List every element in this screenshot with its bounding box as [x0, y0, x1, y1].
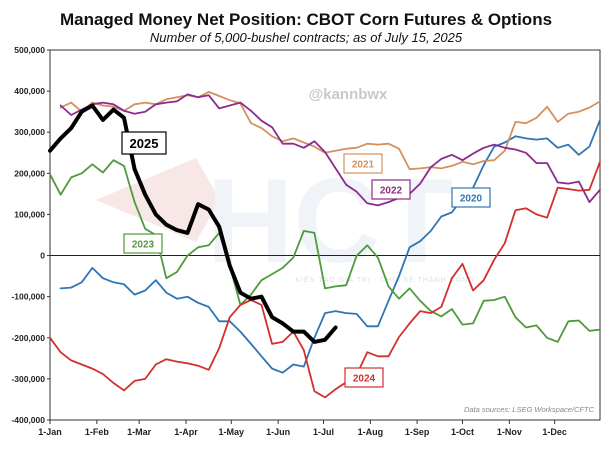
x-tick-label: 1-Nov — [497, 427, 522, 437]
series-line-2020 — [59, 119, 601, 374]
svg-text:2023: 2023 — [132, 240, 155, 251]
axes: 500,000 400,000 300,000 200,000 100,000 0 -100… — [11, 45, 601, 437]
y-tick-label: -100,000 — [11, 292, 45, 302]
y-tick-label: 0 — [40, 251, 45, 261]
hct-watermark: HCT KIẾN TẠO GIÁ TRỊ - CHIA SẺ THÀNH CÔN… — [96, 154, 474, 288]
svg-text:2022: 2022 — [380, 186, 403, 197]
y-tick-label: 200,000 — [14, 168, 45, 178]
series-line-2024 — [49, 160, 601, 399]
series-line-2022 — [59, 93, 601, 207]
svg-text:2024: 2024 — [353, 374, 376, 385]
x-tick-label: 1-May — [219, 427, 245, 437]
svg-text:2025: 2025 — [130, 136, 159, 151]
series-line-2023 — [49, 159, 601, 343]
label-2023: 2023 — [123, 233, 163, 254]
label-2021: 2021 — [343, 153, 383, 174]
chart-subtitle: Number of 5,000-bushel contracts; as of … — [150, 30, 463, 45]
y-tick-label: 300,000 — [14, 127, 45, 137]
x-tick-label: 1-Mar — [127, 427, 152, 437]
y-tick-label: 500,000 — [14, 45, 45, 55]
series-line-2021 — [59, 91, 601, 171]
y-tick-label: -200,000 — [11, 333, 45, 343]
x-tick-label: 1-Aug — [358, 427, 384, 437]
x-tick-label: 1-Jan — [38, 427, 62, 437]
x-tick-label: 1-Dec — [542, 427, 567, 437]
x-tick-label: 1-Sep — [405, 427, 430, 437]
source-note: Data sources: LSEG Workspace/CFTC — [464, 405, 595, 414]
x-tick-label: 1-Oct — [451, 427, 474, 437]
watermark-diamond — [96, 158, 220, 242]
series-layer — [48, 91, 601, 399]
x-tick-label: 1-Jun — [266, 427, 290, 437]
label-2022: 2022 — [371, 179, 411, 200]
watermark-logo: HCT — [207, 154, 454, 288]
series-line-2025 — [48, 103, 338, 344]
y-tick-label: 400,000 — [14, 86, 45, 96]
x-tick-label: 1-Jul — [313, 427, 334, 437]
watermark-tagline: KIẾN TẠO GIÁ TRỊ - CHIA SẺ THÀNH CÔNG — [295, 274, 474, 284]
handle-watermark: @kannbwx — [309, 86, 388, 103]
svg-text:2020: 2020 — [460, 194, 483, 205]
label-2025: 2025 — [121, 131, 167, 155]
label-2020: 2020 — [451, 187, 491, 208]
svg-text:2021: 2021 — [352, 160, 375, 171]
plot-frame — [49, 49, 601, 421]
x-tick-label: 1-Feb — [85, 427, 110, 437]
chart-title: Managed Money Net Position: CBOT Corn Fu… — [60, 10, 552, 29]
label-2024: 2024 — [344, 367, 384, 388]
y-tick-label: 100,000 — [14, 209, 45, 219]
y-tick-label: -400,000 — [11, 415, 45, 425]
x-tick-label: 1-Apr — [174, 427, 198, 437]
y-tick-label: -300,000 — [11, 374, 45, 384]
